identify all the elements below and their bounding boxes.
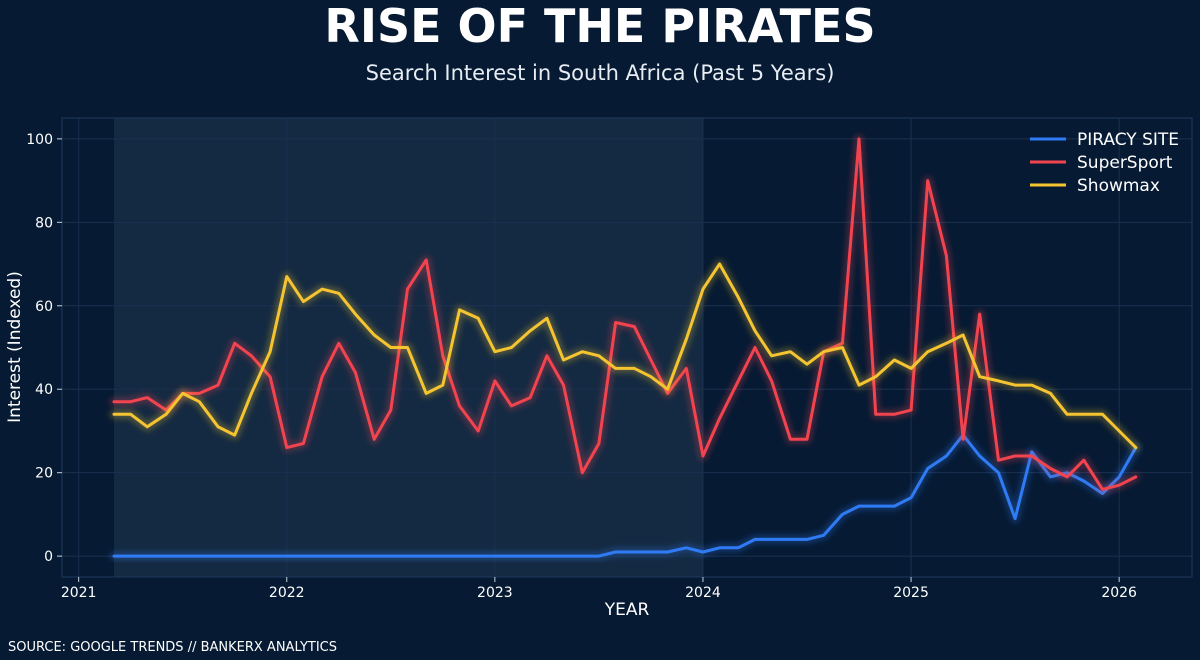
y-tick-label-1: 20 xyxy=(35,466,53,482)
y-tick-label-0: 0 xyxy=(44,549,53,565)
x-tick-label-2: 2023 xyxy=(477,585,513,601)
y-axis-label: Interest (Indexed) xyxy=(5,271,25,423)
series-line-supersport xyxy=(112,137,1138,491)
x-tick-label-3: 2024 xyxy=(685,585,721,601)
y-tick-label-5: 100 xyxy=(26,132,53,148)
legend: PIRACY SITE SuperSport Showmax xyxy=(1030,130,1179,196)
chart-subtitle: Search Interest in South Africa (Past 5 … xyxy=(366,61,835,85)
x-tick-label-1: 2022 xyxy=(269,585,305,601)
plot-frame xyxy=(61,117,1193,578)
series-line-showmax xyxy=(112,262,1138,450)
x-tick-label-0: 2021 xyxy=(61,585,97,601)
legend-label-supersport: SuperSport xyxy=(1077,153,1173,173)
y-tick-label-2: 40 xyxy=(35,382,53,398)
y-tick-label-3: 60 xyxy=(35,299,53,315)
plot-area: 0 20 40 60 80 100 2021 2022 2023 2024 2025 2026 xyxy=(26,117,1193,601)
y-tick-label-4: 80 xyxy=(35,215,53,231)
legend-label-piracy-site: PIRACY SITE xyxy=(1077,130,1179,150)
chart-title: RISE OF THE PIRATES xyxy=(324,0,875,53)
x-tick-label-5: 2026 xyxy=(1101,585,1137,601)
legend-label-showmax: Showmax xyxy=(1077,176,1160,196)
source-note: SOURCE: GOOGLE TRENDS // BANKERX ANALYTI… xyxy=(8,640,337,655)
x-axis-label: YEAR xyxy=(604,600,650,620)
x-tick-label-4: 2025 xyxy=(893,585,929,601)
